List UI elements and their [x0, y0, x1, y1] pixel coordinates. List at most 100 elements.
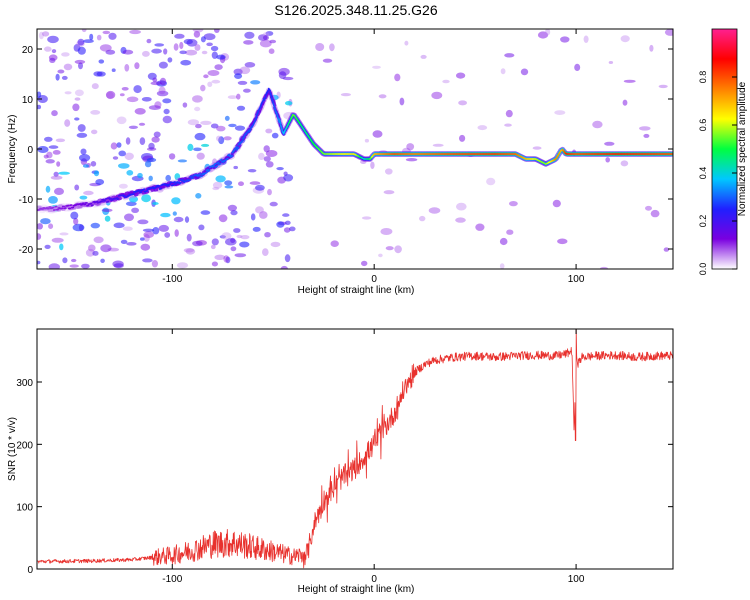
spectrogram-noise-blob — [592, 120, 603, 129]
spectrogram-ridge-segment — [219, 158, 223, 162]
spectrogram-noise-blob — [207, 70, 220, 76]
snr-x-tick-label: 0 — [371, 574, 377, 585]
snr-panel: -100 0 100 0 100 200 300 Height of straight li… — [7, 328, 674, 595]
spectrogram-noise-blob — [96, 34, 102, 41]
spectrogram-noise-blob — [62, 257, 68, 264]
spectrogram-noise-blob — [179, 50, 187, 55]
spectrogram-noise-blob — [233, 228, 241, 233]
spectrogram-noise-blob — [583, 35, 589, 43]
spectrogram-noise-blob — [406, 143, 415, 151]
spectrogram-noise-blob — [163, 108, 170, 115]
spectrogram-ridge-segment — [233, 146, 239, 153]
spectrogram-noise-blob — [146, 38, 152, 44]
spectrogram-noise-blob — [151, 136, 160, 143]
spectrogram-ridge-segment — [189, 175, 193, 178]
spectrogram-noise-blob — [214, 29, 220, 33]
spectrogram-noise-blob — [394, 73, 401, 82]
spectrogram-ridge-segment — [258, 104, 262, 110]
spectrogram-noise-blob — [182, 102, 188, 108]
spectrogram-noise-blob — [156, 90, 169, 97]
snr-marks — [37, 329, 673, 569]
spectrogram-noise-blob — [43, 154, 49, 159]
spectrogram-noise-blob — [223, 136, 232, 141]
spectrogram-noise-blob — [340, 93, 351, 97]
spectrogram-noise-blob — [137, 219, 149, 225]
spectrogram-noise-blob — [557, 238, 568, 245]
spectrogram-noise-blob — [140, 237, 145, 241]
spectrogram-noise-blob — [378, 253, 383, 258]
snr-y-tick-label: 200 — [16, 440, 33, 451]
spectrogram-noise-blob — [322, 58, 333, 63]
spectrogram-noise-blob — [650, 209, 660, 218]
spectrogram-noise-blob — [163, 48, 168, 55]
spectrogram-ridge-segment — [227, 153, 231, 157]
spectrogram-noise-blob — [82, 164, 90, 168]
spectrogram-noise-blob — [385, 168, 393, 175]
spectrogram-noise-blob — [370, 161, 375, 169]
spectrogram-y-tick-label: -10 — [19, 195, 34, 206]
spectrogram-noise-blob — [262, 32, 270, 37]
spectrogram-noise-blob — [80, 148, 87, 155]
spectrogram-noise-blob — [499, 237, 508, 246]
spectrogram-noise-blob — [70, 211, 79, 220]
spectrogram-noise-blob — [133, 85, 142, 94]
spectrogram-noise-blob — [69, 264, 79, 268]
spectrogram-ridge-segment — [204, 171, 208, 175]
spectrogram-noise-blob — [105, 49, 116, 55]
spectrogram-noise-blob — [620, 35, 630, 43]
spectrogram-noise-blob — [196, 152, 205, 160]
spectrogram-ridge-segment — [225, 157, 229, 161]
spectrogram-noise-blob — [200, 120, 212, 125]
spectrogram-noise-blob — [59, 243, 64, 251]
spectrogram-noise-blob — [44, 244, 51, 249]
spectrogram-noise-blob — [53, 171, 59, 177]
spectrogram-ridge-segment — [236, 146, 240, 151]
spectrogram-noise-blob — [200, 84, 206, 92]
spectrogram-noise-blob — [79, 195, 88, 200]
spectrogram-noise-blob — [200, 210, 211, 215]
spectrogram-noise-blob — [664, 29, 673, 36]
spectrogram-noise-blob — [71, 258, 77, 263]
spectrogram-noise-blob — [212, 181, 223, 189]
spectrogram-noise-blob — [119, 93, 125, 97]
spectrogram-noise-blob — [162, 115, 172, 124]
spectrogram-noise-blob — [420, 54, 427, 59]
snr-axes: -100 0 100 0 100 200 300 — [16, 329, 673, 585]
spectrogram-noise-blob — [160, 212, 171, 218]
spectrogram-noise-blob — [148, 142, 155, 150]
spectrogram-noise-blob — [219, 235, 226, 239]
spectrogram-noise-blob — [185, 49, 198, 56]
spectrogram-noise-blob — [102, 30, 111, 35]
spectrogram-noise-blob — [639, 126, 651, 131]
spectrogram-ridge-segment — [263, 96, 267, 102]
spectrogram-noise-blob — [152, 227, 160, 235]
spectrogram-noise-blob — [649, 44, 654, 52]
spectrogram-ridge-segment — [211, 165, 215, 168]
spectrogram-noise-blob — [51, 237, 64, 243]
spectrogram-noise-blob — [91, 129, 98, 135]
spectrogram-ridge-segment — [271, 98, 277, 107]
colorbar-tick-label: 0.4 — [698, 167, 708, 180]
spectrogram-noise-blob — [663, 247, 670, 252]
spectrogram-noise-blob — [137, 172, 143, 179]
spectrogram-noise-blob — [57, 69, 65, 74]
spectrogram-noise-blob — [221, 232, 232, 240]
spectrogram-noise-blob — [177, 159, 188, 163]
spectrogram-noise-blob — [158, 61, 168, 69]
spectrogram-y-label: Frequency (Hz) — [7, 115, 18, 184]
spectrogram-noise-blob — [165, 174, 171, 182]
spectrogram-noise-blob — [37, 146, 49, 153]
snr-y-label: SNR (10 * v/v) — [7, 417, 18, 481]
spectrogram-noise-blob — [119, 183, 128, 189]
spectrogram-noise-blob — [250, 80, 261, 85]
snr-x-label: Height of straight line (km) — [298, 584, 415, 595]
spectrogram-noise-blob — [61, 75, 68, 80]
spectrogram-noise-blob — [282, 213, 290, 217]
spectrogram-noise-blob — [138, 122, 146, 126]
spectrogram-noise-blob — [113, 222, 125, 229]
spectrogram-noise-blob — [239, 66, 251, 75]
spectrogram-noise-blob — [385, 246, 394, 251]
spectrogram-noise-blob — [364, 138, 369, 143]
spectrogram-noise-blob — [131, 207, 140, 213]
